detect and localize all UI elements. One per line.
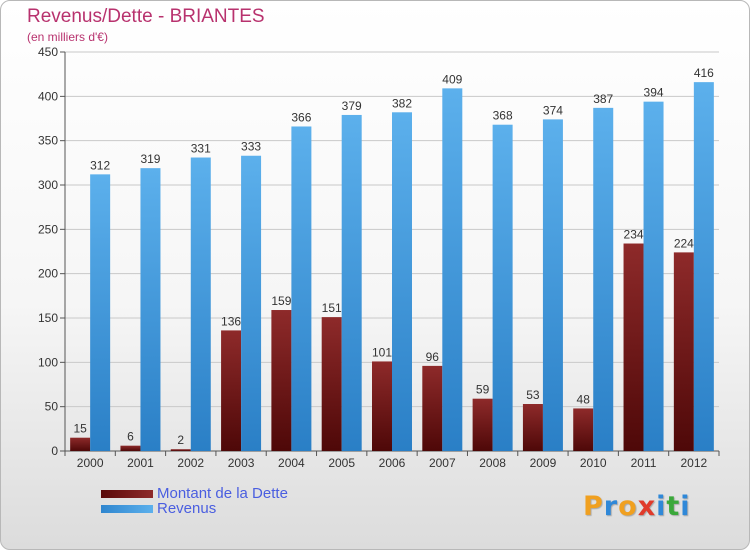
bar-dette [372, 361, 392, 451]
data-label-revenus: 368 [493, 109, 513, 123]
logo-letter: P [583, 491, 604, 522]
y-tick-label: 350 [38, 134, 58, 148]
x-tick-label: 2009 [530, 456, 557, 470]
bar-revenus [442, 88, 463, 451]
y-tick-label: 150 [38, 311, 58, 325]
logo-letter: i [680, 491, 691, 522]
data-label-revenus: 312 [90, 158, 110, 172]
data-label-revenus: 394 [644, 86, 664, 100]
data-label-dette: 136 [221, 314, 241, 328]
data-label-dette: 224 [674, 236, 694, 250]
data-label-revenus: 331 [191, 142, 211, 156]
y-tick-label: 250 [38, 222, 58, 236]
data-label-revenus: 416 [694, 66, 714, 80]
data-label-revenus: 387 [593, 92, 613, 106]
bar-dette [422, 365, 443, 451]
chart-subtitle: (en milliers d'€) [27, 30, 108, 44]
data-label-dette: 15 [73, 422, 87, 436]
data-label-dette: 53 [526, 388, 540, 402]
bar-revenus [643, 101, 664, 452]
data-label-revenus: 319 [140, 152, 160, 166]
x-tick-label: 2002 [177, 456, 204, 470]
bar-dette [170, 449, 191, 451]
logo-letter: o [618, 491, 638, 522]
bar-revenus [341, 114, 362, 451]
y-tick-label: 300 [38, 178, 58, 192]
data-label-dette: 2 [177, 433, 184, 447]
x-tick-label: 2005 [328, 456, 355, 470]
data-label-dette: 101 [372, 345, 392, 359]
bar-revenus [492, 124, 513, 451]
x-tick-label: 2011 [631, 456, 657, 470]
bar-dette [623, 243, 644, 451]
bar-dette [221, 330, 242, 451]
y-tick-label: 400 [38, 89, 58, 103]
legend-swatch-dette [101, 490, 153, 498]
bar-dette [573, 408, 594, 451]
logo-letter: t [666, 491, 681, 522]
legend-label-revenus: Revenus [157, 500, 217, 517]
data-label-dette: 59 [476, 383, 490, 397]
bar-dette [522, 404, 543, 451]
data-label-revenus: 409 [442, 72, 462, 86]
data-label-revenus: 374 [543, 103, 563, 117]
bar-dette [472, 398, 493, 451]
data-label-revenus: 333 [241, 140, 261, 154]
x-tick-label: 2004 [278, 456, 305, 470]
y-tick-label: 450 [38, 45, 58, 59]
data-label-dette: 151 [322, 301, 342, 315]
logo-letter: i [656, 491, 667, 522]
bar-dette [70, 437, 91, 451]
bar-revenus [542, 119, 563, 452]
bar-revenus [190, 157, 211, 451]
y-tick-label: 100 [38, 355, 58, 369]
x-tick-label: 2001 [127, 456, 154, 470]
logo-letter: x [637, 491, 657, 522]
data-label-dette: 159 [271, 294, 291, 308]
bar-dette [120, 445, 141, 451]
legend-label-dette: Montant de la Dette [157, 485, 288, 502]
bar-revenus [90, 174, 111, 452]
logo-letter: r [603, 491, 619, 522]
bar-revenus [392, 112, 412, 451]
x-tick-label: 2000 [77, 456, 104, 470]
data-label-dette: 96 [426, 350, 440, 364]
bar-dette [271, 310, 292, 451]
bar-revenus [241, 155, 262, 452]
legend-swatch-revenus [101, 505, 153, 513]
data-label-revenus: 382 [392, 96, 412, 110]
x-tick-label: 2008 [479, 456, 506, 470]
bar-revenus [593, 107, 614, 452]
data-label-revenus: 366 [291, 110, 311, 124]
y-tick-label: 50 [45, 400, 59, 414]
x-tick-label: 2007 [429, 456, 456, 470]
y-tick-label: 200 [38, 267, 58, 281]
data-label-dette: 234 [624, 228, 644, 242]
bar-revenus [291, 126, 312, 451]
x-tick-label: 2012 [680, 456, 707, 470]
data-label-dette: 48 [577, 392, 591, 406]
bar-revenus [140, 168, 161, 452]
bar-revenus [693, 82, 714, 451]
data-label-dette: 6 [127, 430, 134, 444]
x-tick-label: 2003 [228, 456, 255, 470]
x-tick-label: 2010 [580, 456, 607, 470]
data-label-revenus: 379 [342, 99, 362, 113]
bar-dette [673, 252, 694, 451]
chart-title: Revenus/Dette - BRIANTES [27, 6, 265, 27]
proxiti-logo: Proxiti [583, 491, 691, 522]
y-tick-label: 0 [51, 444, 58, 458]
x-tick-label: 2006 [379, 456, 406, 470]
bar-dette [321, 317, 342, 451]
